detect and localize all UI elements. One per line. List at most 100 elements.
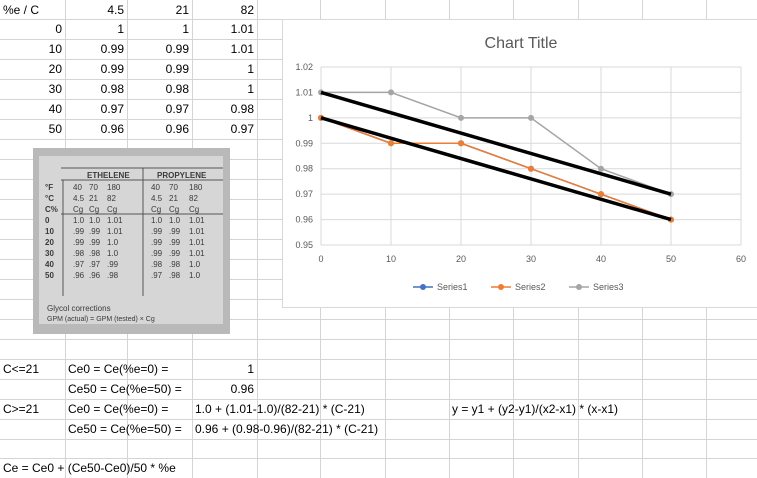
photo-cell: 1.01: [107, 216, 123, 225]
photo-row-label: 30: [45, 249, 54, 258]
chart-gridlines: [320, 66, 742, 246]
line-chart[interactable]: Chart Title 0.95 0.96 0.97 0.98 0.99 1 1.01 1.0…: [282, 19, 757, 308]
chart-legend: Series1 Series2 Series3: [413, 282, 624, 292]
formula-value-cell[interactable]: 1: [247, 362, 254, 376]
photo-cell: Cg: [73, 205, 83, 214]
table-cell[interactable]: 0.97: [165, 102, 189, 116]
photo-cell: 1.01: [107, 227, 123, 236]
legend-label-2: Series2: [515, 282, 546, 292]
interpolation-formula-cell[interactable]: y = y1 + (y2-y1)/(x2-x1) * (x-x1): [452, 402, 619, 416]
table-cell[interactable]: 10: [48, 42, 62, 56]
photo-cell: 180: [189, 183, 203, 192]
y-tick-label: 0.96: [295, 215, 313, 225]
table-cell[interactable]: 0.99: [100, 42, 124, 56]
table-cell[interactable]: 1: [117, 22, 124, 36]
chart-axis-labels: 0.95 0.96 0.97 0.98 0.99 1 1.01 1.02 0 10 20 30 40 50…: [295, 62, 746, 264]
table-cell[interactable]: 0.96: [100, 122, 124, 136]
photo-row-label: 40: [45, 260, 54, 269]
photo-rows: °F 40 70 180 40 70 180 °C 4.5 21 82 4.5 21 82 C% Cg Cg Cg…: [45, 183, 205, 280]
table-cell[interactable]: 0.97: [230, 122, 254, 136]
photo-cell: 21: [169, 194, 178, 203]
photo-cell: .97: [151, 271, 163, 280]
formula-label-cell[interactable]: Ce50 = Ce(%e=50) =: [68, 382, 182, 396]
photo-cell: .98: [151, 260, 163, 269]
photo-cell: .99: [151, 249, 163, 258]
chart-title[interactable]: Chart Title: [485, 35, 558, 52]
table-cell[interactable]: 40: [48, 102, 62, 116]
photo-paper: ETHELENE PROPYLENE °F 40 70 180 40 70 180 °C 4.5…: [39, 156, 223, 324]
photo-cell: 70: [169, 183, 178, 192]
table-cell[interactable]: 20: [48, 62, 62, 76]
table-cell[interactable]: 0.98: [165, 82, 189, 96]
formula-label-cell[interactable]: Ce50 = Ce(%e=50) =: [68, 422, 182, 436]
photo-cell: .96: [89, 271, 101, 280]
series-point-3: [458, 114, 464, 121]
table-cell[interactable]: 0.99: [165, 42, 189, 56]
table-cell[interactable]: 0.98: [230, 102, 254, 116]
table-cell[interactable]: 1: [182, 22, 189, 36]
photo-cell: .99: [169, 249, 181, 258]
photo-cell: 1.01: [189, 249, 205, 258]
table-cell[interactable]: 0.98: [100, 82, 124, 96]
table-cell[interactable]: 30: [48, 82, 62, 96]
photo-cell: .99: [89, 238, 101, 247]
photo-cell: 1.0: [189, 271, 201, 280]
y-tick-label: 0.97: [295, 189, 313, 199]
photo-cell: .99: [151, 238, 163, 247]
table-cell[interactable]: 0.99: [165, 62, 189, 76]
y-tick-label: 0.95: [295, 240, 313, 250]
formula-condition-cell[interactable]: C<=21: [3, 362, 40, 376]
table-cell[interactable]: 1: [247, 82, 254, 96]
table-cell[interactable]: 1: [247, 62, 254, 76]
photo-cell: Cg: [89, 205, 99, 214]
header-cell-temp-21[interactable]: 21: [175, 3, 189, 17]
reference-table-photo[interactable]: ETHELENE PROPYLENE °F 40 70 180 40 70 180 °C 4.5…: [33, 148, 230, 334]
photo-cell: Cg: [189, 205, 199, 214]
photo-row-label: 10: [45, 227, 54, 236]
photo-cell: 1.0: [89, 216, 101, 225]
formula-expression-cell[interactable]: 1.0 + (1.01-1.0)/(82-21) * (C-21): [195, 402, 365, 416]
header-cell-temp-4-5[interactable]: 4.5: [107, 3, 124, 17]
x-tick-label: 30: [526, 254, 536, 264]
photo-cell: .99: [89, 227, 101, 236]
formula-condition-cell[interactable]: C>=21: [3, 402, 40, 416]
header-cell-label[interactable]: %e / C: [3, 3, 40, 17]
photo-cell: .98: [73, 249, 85, 258]
formula-value-cell[interactable]: 0.96: [230, 382, 254, 396]
formula-label-cell[interactable]: Ce0 = Ce(%e=0) =: [68, 402, 169, 416]
table-cell[interactable]: 1.01: [230, 42, 254, 56]
photo-row-label: C%: [45, 205, 58, 214]
photo-cell: .96: [73, 271, 85, 280]
chart-canvas: Chart Title 0.95 0.96 0.97 0.98 0.99 1 1.01 1.0…: [295, 35, 746, 292]
table-cell[interactable]: 50: [48, 122, 62, 136]
photo-cell: Cg: [151, 205, 161, 214]
formula-expression-cell[interactable]: 0.96 + (0.98-0.96)/(82-21) * (C-21): [195, 422, 379, 436]
header-cell-temp-82[interactable]: 82: [240, 3, 254, 17]
legend-swatch-marker: [576, 284, 582, 290]
table-cell[interactable]: 0.99: [100, 62, 124, 76]
legend-swatch-marker: [498, 284, 504, 290]
photo-cell: .98: [89, 249, 101, 258]
photo-cell: 1.0: [73, 216, 85, 225]
photo-cell: .99: [151, 227, 163, 236]
table-cell[interactable]: 1.01: [230, 22, 254, 36]
table-cell[interactable]: 0.96: [165, 122, 189, 136]
photo-cell: .98: [169, 260, 181, 269]
photo-cell: .97: [73, 260, 85, 269]
legend-swatch-marker: [420, 284, 426, 290]
photo-cell: .99: [107, 260, 119, 269]
photo-cell: 1.0: [151, 216, 163, 225]
y-tick-label: 1.02: [295, 62, 313, 72]
series-line-3: [321, 91, 672, 195]
table-cell[interactable]: 0: [55, 22, 62, 36]
formula-label-cell[interactable]: Ce0 = Ce(%e=0) =: [68, 362, 169, 376]
table-cell[interactable]: 0.97: [100, 102, 124, 116]
x-tick-label: 50: [666, 254, 676, 264]
y-tick-label: 1: [308, 113, 313, 123]
photo-cell: 82: [107, 194, 116, 203]
x-tick-label: 20: [456, 254, 466, 264]
final-formula-cell[interactable]: Ce = Ce0 + (Ce50-Ce0)/50 * %e: [3, 461, 176, 475]
series-point-3: [598, 165, 604, 172]
y-tick-label: 0.98: [295, 164, 313, 174]
drawn-bound-line: [320, 116, 672, 222]
